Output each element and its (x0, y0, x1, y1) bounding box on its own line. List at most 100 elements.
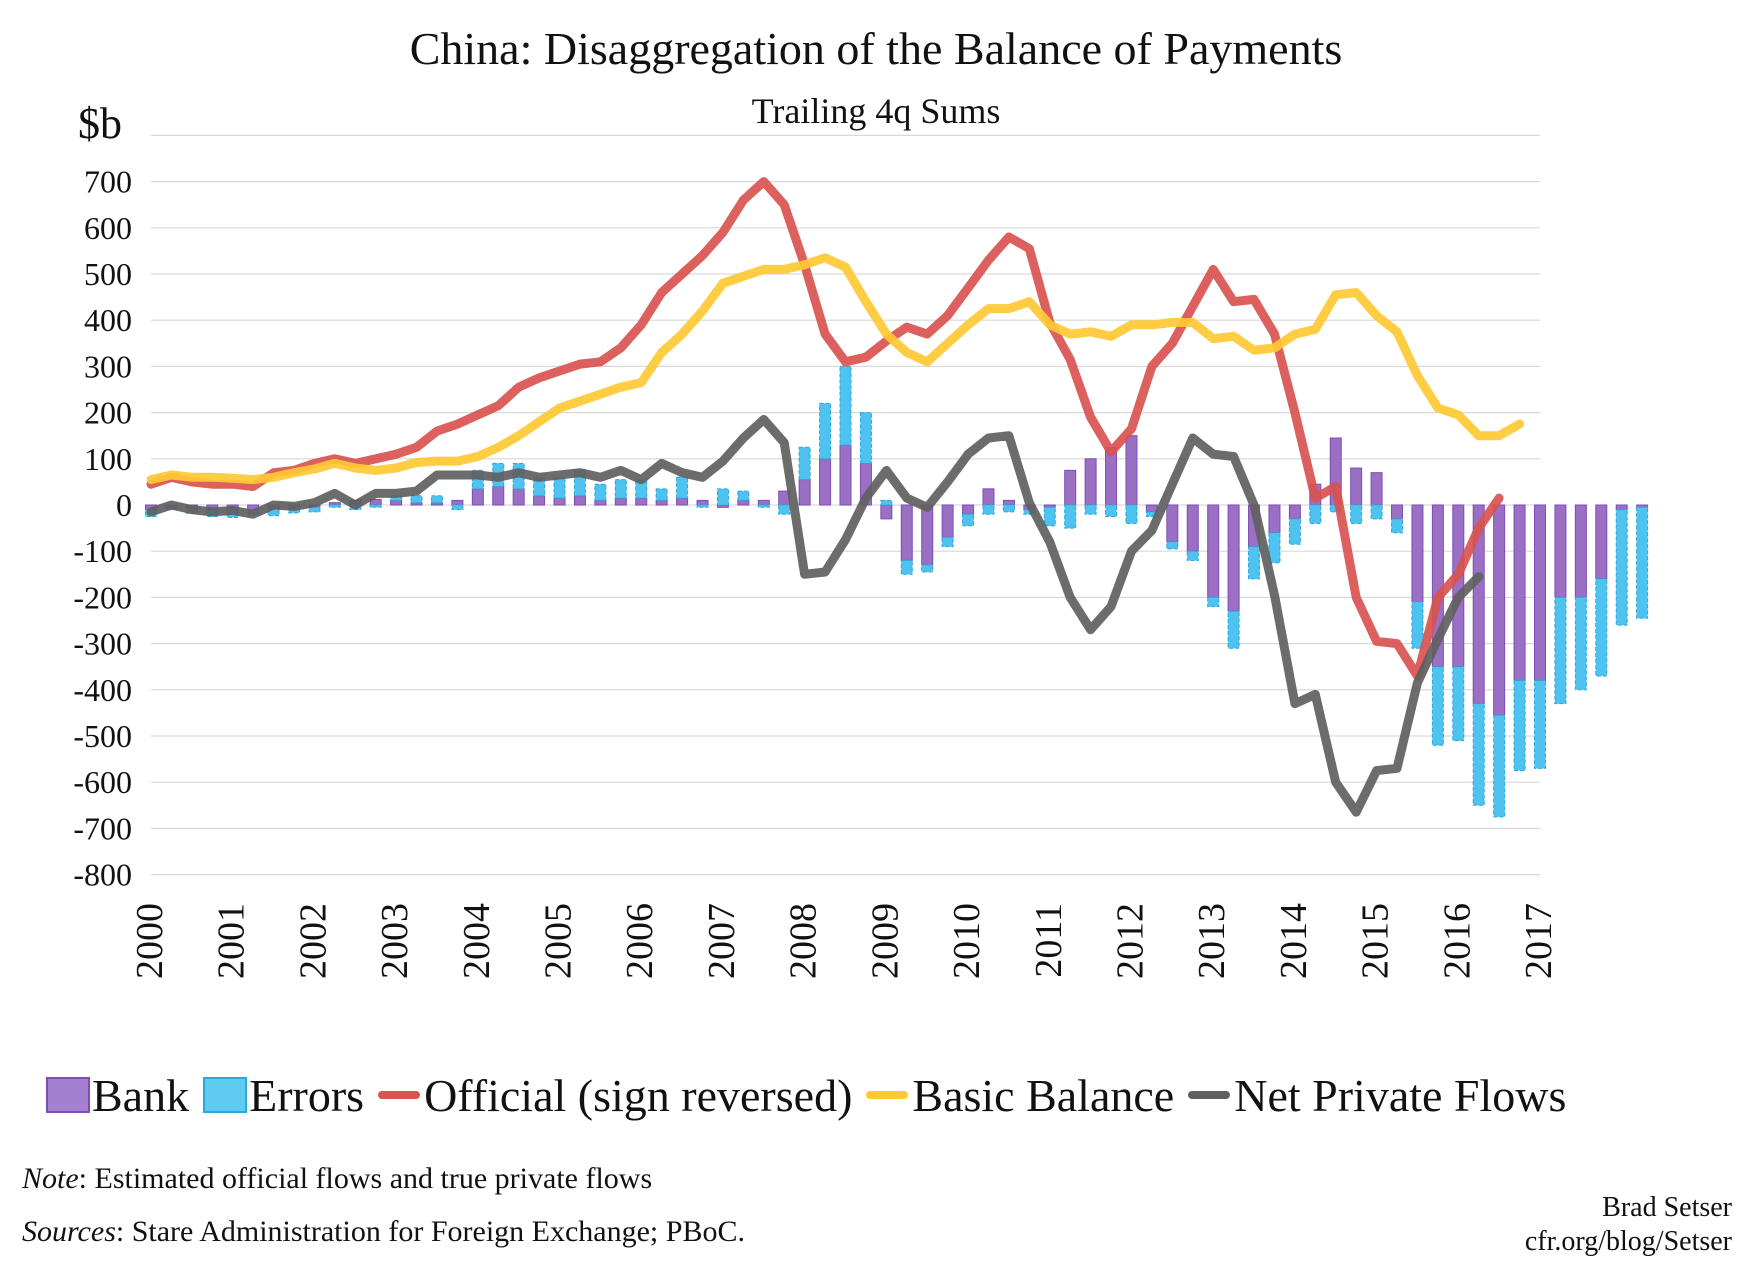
x-tick-label-2003: 2003 (374, 903, 416, 979)
bar-bank-68 (1534, 504, 1546, 682)
note-text: : Estimated official flows and true priv… (78, 1162, 653, 1195)
bar-errors-13 (410, 495, 423, 504)
bar-errors-12 (390, 495, 403, 501)
x-tick-label-2011: 2011 (1028, 903, 1070, 978)
bar-bank-50 (1166, 504, 1179, 543)
bar-bank-40 (962, 504, 975, 515)
legend-item-net-private-flows: Net Private Flows (1188, 1069, 1580, 1122)
y-tick-label-4: 300 (84, 348, 132, 384)
bar-bank-53 (1227, 504, 1240, 612)
bar-errors-23 (614, 479, 627, 499)
legend-swatch-net-private-flows (1188, 1091, 1231, 1099)
bar-errors-29 (737, 490, 750, 501)
bar-errors-19 (533, 476, 546, 497)
y-tick-label-12: -500 (73, 718, 132, 754)
y-tick-label-6: 100 (84, 441, 132, 477)
bar-errors-46 (1084, 504, 1097, 515)
bar-bank-60 (1370, 472, 1383, 506)
y-tick-label-2: 500 (84, 256, 132, 292)
legend-label-net-private-flows: Net Private Flows (1234, 1069, 1567, 1121)
legend-item-bank: Bank (46, 1069, 203, 1122)
bar-errors-25 (655, 488, 668, 501)
note-label: Note (22, 1162, 79, 1195)
bar-errors-27 (696, 504, 709, 508)
bar-bank-23 (614, 497, 627, 506)
bar-errors-36 (880, 499, 893, 506)
bar-bank-61 (1391, 504, 1404, 520)
bar-bank-52 (1207, 504, 1220, 598)
bar-errors-22 (594, 483, 607, 501)
bar-bank-18 (512, 488, 525, 506)
bar-errors-32 (798, 446, 811, 481)
bar-errors-54 (1248, 546, 1261, 580)
footnote-note: Note: Estimated official flows and true … (22, 1162, 652, 1196)
bar-bank-48 (1125, 435, 1138, 506)
bar-errors-28 (716, 488, 729, 506)
bar-errors-14 (430, 495, 443, 504)
bar-bank-19 (533, 495, 546, 506)
bar-bank-34 (839, 444, 852, 506)
bar-errors-48 (1125, 504, 1138, 524)
bar-bank-51 (1186, 504, 1199, 552)
x-tick-label-2014: 2014 (1273, 903, 1315, 979)
bar-errors-52 (1207, 596, 1220, 608)
bar-errors-73 (1636, 506, 1649, 619)
bar-errors-53 (1227, 610, 1240, 649)
legend-swatch-bank (46, 1077, 90, 1113)
bar-bank-36 (880, 504, 893, 520)
x-tick-label-2001: 2001 (211, 903, 253, 979)
x-tick-label-2002: 2002 (292, 903, 334, 979)
x-tick-label-2016: 2016 (1436, 903, 1478, 979)
bar-errors-44 (1043, 506, 1056, 527)
bar-errors-42 (1002, 504, 1015, 513)
bar-bank-42 (1002, 499, 1015, 506)
legend-item-official: Official (sign reversed) (378, 1069, 866, 1122)
bar-errors-35 (859, 412, 872, 464)
bar-errors-72 (1615, 509, 1628, 626)
y-tick-label-9: -200 (73, 579, 132, 615)
bar-errors-9 (328, 504, 341, 508)
bar-errors-8 (308, 506, 321, 513)
bar-bank-17 (492, 486, 505, 506)
author-credit: Brad Setser (1602, 1192, 1732, 1223)
x-tick-label-2004: 2004 (456, 903, 498, 979)
bar-bank-55 (1268, 504, 1281, 534)
x-tick-label-2007: 2007 (701, 903, 743, 979)
bar-bank-46 (1084, 458, 1097, 506)
x-tick-label-2009: 2009 (864, 903, 906, 979)
bar-errors-66 (1493, 714, 1506, 818)
bar-bank-22 (594, 499, 607, 506)
x-tick-label-2015: 2015 (1355, 903, 1397, 979)
sources-text: : Stare Administration for Foreign Excha… (115, 1215, 745, 1248)
y-tick-label-0: 700 (84, 164, 132, 200)
line-basic-balance (146, 253, 1525, 485)
x-tick-label-2012: 2012 (1109, 903, 1151, 979)
bar-bank-27 (696, 499, 709, 506)
y-tick-label-5: 200 (84, 395, 132, 431)
bar-errors-63 (1431, 666, 1444, 746)
chart-title: China: Disaggregation of the Balance of … (409, 23, 1343, 74)
bar-errors-55 (1268, 532, 1281, 564)
bar-errors-41 (982, 504, 995, 515)
bar-errors-62 (1411, 601, 1424, 649)
sources-label: Sources (22, 1215, 116, 1248)
y-tick-label-13: -600 (73, 764, 132, 800)
bar-errors-69 (1554, 596, 1567, 705)
bar-bank-69 (1554, 504, 1567, 598)
x-tick-label-2006: 2006 (619, 903, 661, 979)
bar-errors-45 (1064, 504, 1077, 529)
bar-bank-15 (451, 499, 464, 506)
x-tick-label-2000: 2000 (129, 903, 171, 979)
bar-bank-25 (655, 499, 668, 506)
bar-bank-71 (1595, 504, 1608, 580)
bar-errors-20 (553, 476, 566, 499)
y-axis-unit: $b (78, 99, 122, 148)
y-tick-label-1: 600 (84, 210, 132, 246)
bar-errors-67 (1513, 680, 1526, 772)
bar-errors-65 (1472, 703, 1485, 806)
bar-errors-34 (839, 365, 852, 446)
y-tick-label-7: 0 (116, 487, 132, 523)
bar-bank-41 (982, 488, 995, 506)
bar-errors-71 (1595, 578, 1608, 677)
